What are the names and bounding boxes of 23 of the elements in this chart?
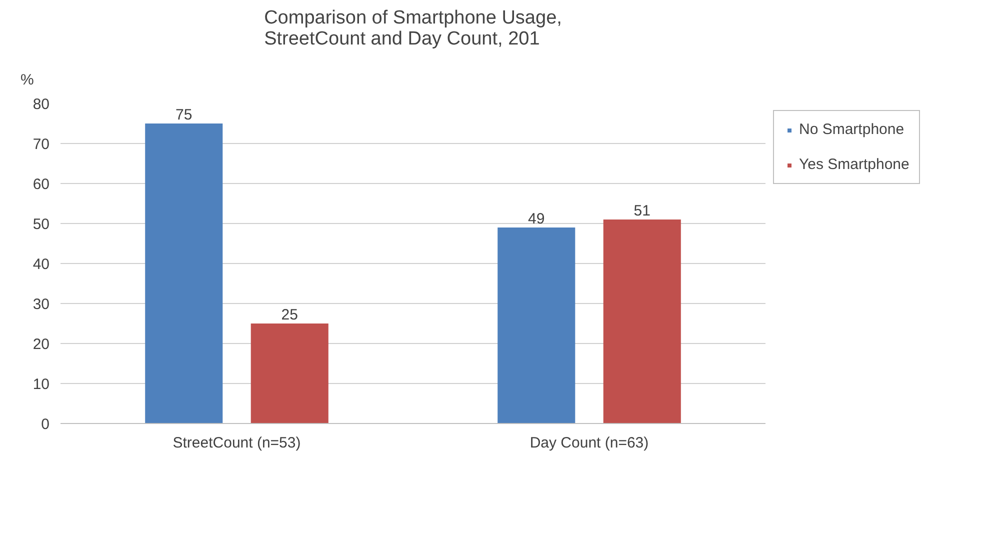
y-tick-label: 70 xyxy=(32,136,50,153)
bar xyxy=(603,220,681,424)
legend-label: Yes Smartphone xyxy=(799,156,910,173)
y-tick-label: 50 xyxy=(32,216,50,233)
bar xyxy=(498,228,576,424)
legend-label: No Smartphone xyxy=(799,121,904,138)
bar xyxy=(145,124,223,424)
data-label: 49 xyxy=(528,210,545,228)
y-tick-label: 10 xyxy=(32,376,50,393)
y-tick-label: 20 xyxy=(32,336,50,353)
x-tick-label: Day Count (n=63) xyxy=(530,434,649,452)
y-tick-label: 80 xyxy=(32,96,50,113)
x-tick-label: StreetCount (n=53) xyxy=(172,434,301,452)
data-label: 25 xyxy=(281,306,298,324)
data-label: 51 xyxy=(634,202,650,220)
bar xyxy=(250,324,328,424)
y-tick-label: 40 xyxy=(32,256,50,273)
y-tick-label: 30 xyxy=(32,296,50,313)
data-label: 75 xyxy=(176,106,192,124)
y-tick-label: 0 xyxy=(41,416,50,433)
y-tick-label: 60 xyxy=(32,176,50,193)
y-axis-title: % xyxy=(20,72,34,88)
chart-title: Comparison of Smartphone Usage, StreetCount and Day Count, 201 xyxy=(264,8,562,50)
